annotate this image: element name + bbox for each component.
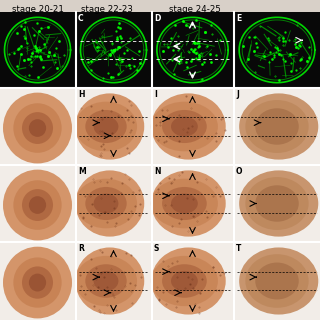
Ellipse shape xyxy=(75,256,137,306)
Ellipse shape xyxy=(245,177,309,230)
Ellipse shape xyxy=(75,179,137,228)
Text: D: D xyxy=(154,14,160,23)
Text: J: J xyxy=(236,90,239,99)
Bar xyxy=(76,165,151,242)
Ellipse shape xyxy=(162,110,207,143)
Ellipse shape xyxy=(151,93,226,160)
Bar xyxy=(152,88,233,165)
Ellipse shape xyxy=(93,194,118,213)
Bar xyxy=(0,242,75,320)
Bar xyxy=(152,165,233,242)
Text: N: N xyxy=(154,167,161,176)
Bar xyxy=(234,88,320,165)
Ellipse shape xyxy=(13,180,62,230)
Text: C: C xyxy=(78,14,84,23)
Text: stage 24-25: stage 24-25 xyxy=(169,5,221,14)
Bar xyxy=(0,165,75,242)
Bar xyxy=(76,12,151,88)
Ellipse shape xyxy=(255,108,299,145)
Bar xyxy=(234,242,320,320)
Ellipse shape xyxy=(3,170,72,240)
Bar xyxy=(76,242,151,320)
Ellipse shape xyxy=(93,116,118,136)
Ellipse shape xyxy=(255,185,299,222)
Ellipse shape xyxy=(85,110,127,143)
Bar xyxy=(0,88,75,165)
Ellipse shape xyxy=(29,119,46,137)
Ellipse shape xyxy=(151,170,226,236)
Ellipse shape xyxy=(13,258,62,308)
Ellipse shape xyxy=(245,254,309,308)
Bar xyxy=(234,165,320,242)
Text: I: I xyxy=(154,90,157,99)
Ellipse shape xyxy=(75,93,144,160)
Ellipse shape xyxy=(239,170,318,236)
Ellipse shape xyxy=(85,264,127,298)
Ellipse shape xyxy=(93,271,118,291)
Ellipse shape xyxy=(75,102,137,151)
Ellipse shape xyxy=(171,116,198,136)
Ellipse shape xyxy=(22,189,53,221)
Ellipse shape xyxy=(162,187,207,220)
Bar xyxy=(76,88,151,165)
Ellipse shape xyxy=(13,103,62,153)
Ellipse shape xyxy=(3,247,72,318)
Bar xyxy=(234,12,320,88)
Ellipse shape xyxy=(151,102,218,151)
Text: M: M xyxy=(78,167,86,176)
Ellipse shape xyxy=(239,93,318,160)
Ellipse shape xyxy=(171,271,198,291)
Ellipse shape xyxy=(162,264,207,298)
Bar xyxy=(152,12,233,88)
Ellipse shape xyxy=(29,274,46,292)
Ellipse shape xyxy=(151,179,218,228)
Text: stage 20-21: stage 20-21 xyxy=(12,5,64,14)
Ellipse shape xyxy=(29,196,46,214)
Text: E: E xyxy=(236,14,241,23)
Text: O: O xyxy=(236,167,243,176)
Ellipse shape xyxy=(245,100,309,153)
Ellipse shape xyxy=(171,194,198,213)
Ellipse shape xyxy=(3,92,72,164)
Ellipse shape xyxy=(255,262,299,300)
Bar xyxy=(152,242,233,320)
Bar xyxy=(0,12,75,88)
Ellipse shape xyxy=(151,247,226,315)
Text: stage 22-23: stage 22-23 xyxy=(81,5,133,14)
Ellipse shape xyxy=(75,170,144,236)
Ellipse shape xyxy=(239,247,318,315)
Ellipse shape xyxy=(151,256,218,306)
Text: H: H xyxy=(78,90,84,99)
Ellipse shape xyxy=(22,112,53,144)
Text: T: T xyxy=(236,244,241,253)
Text: R: R xyxy=(78,244,84,253)
Ellipse shape xyxy=(85,187,127,220)
Ellipse shape xyxy=(22,267,53,299)
Ellipse shape xyxy=(75,247,144,315)
Text: S: S xyxy=(154,244,159,253)
